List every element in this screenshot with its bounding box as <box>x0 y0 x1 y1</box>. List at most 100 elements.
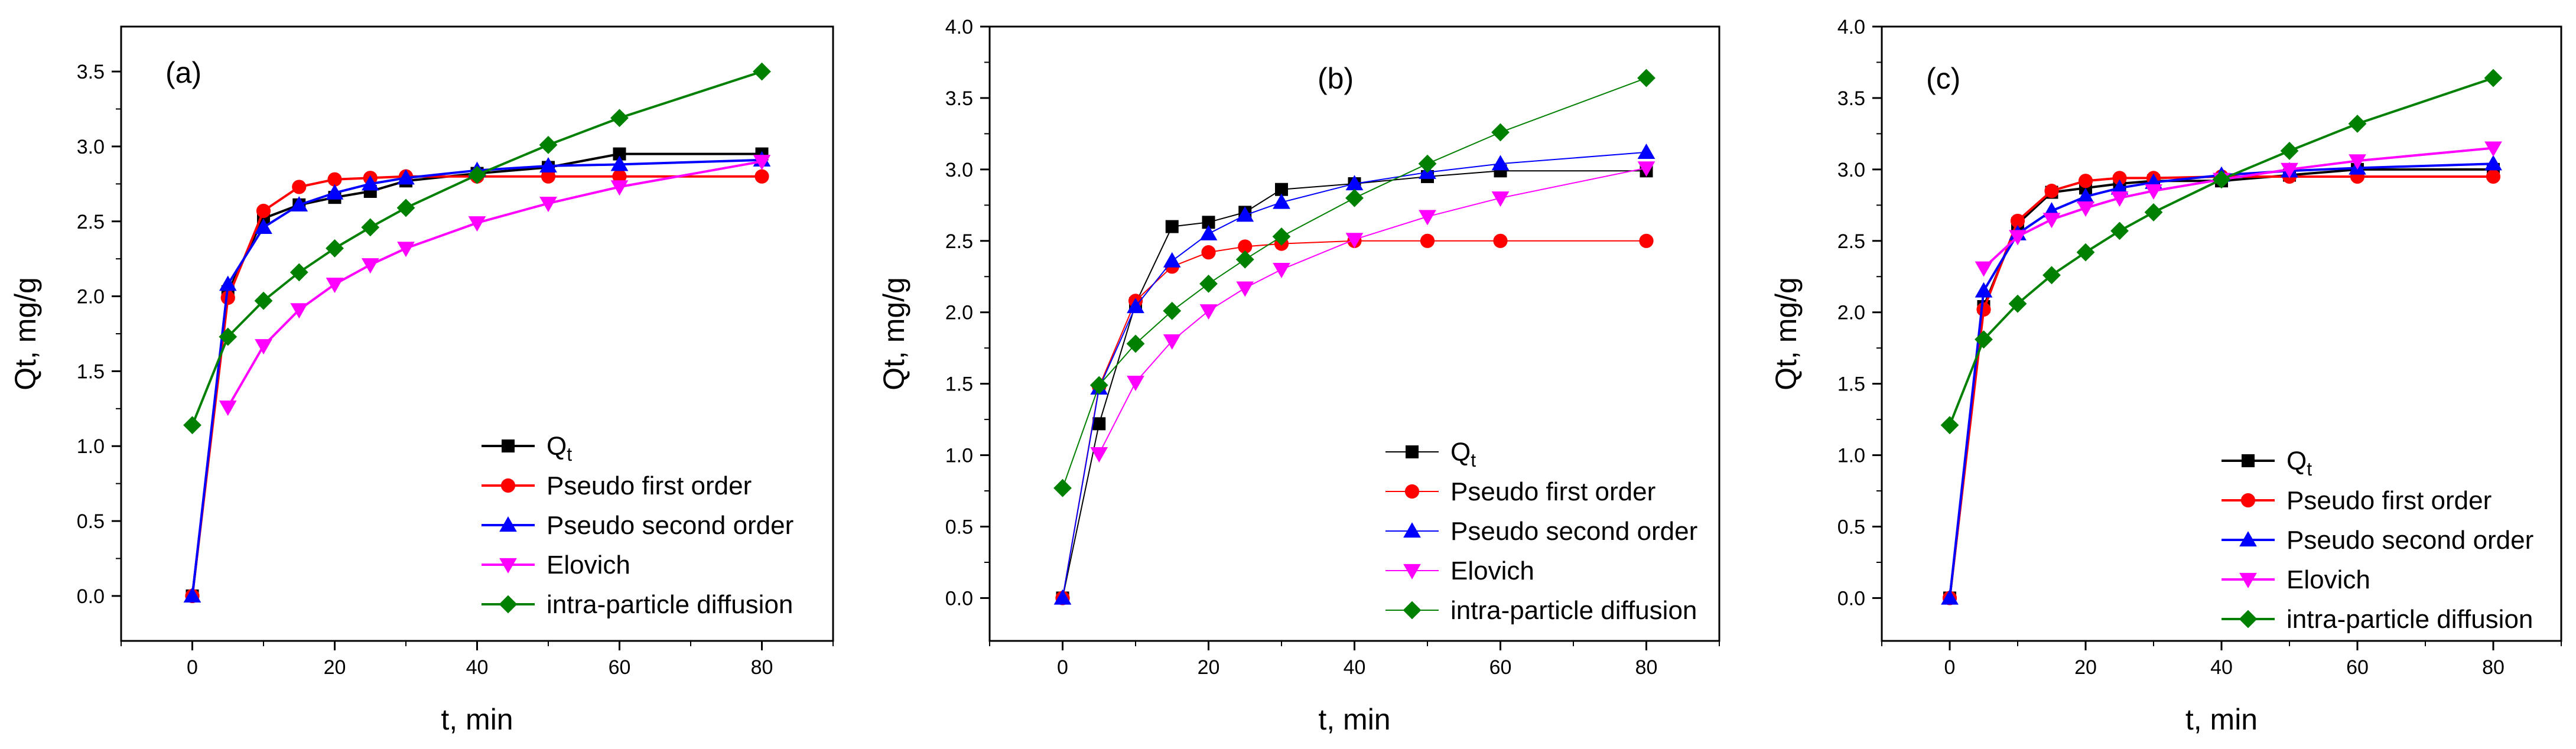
y-tick-label: 3.5 <box>945 87 973 110</box>
legend: Qt Pseudo first order Pseudo second order E… <box>1385 438 1697 625</box>
data-point <box>1637 161 1655 177</box>
legend-item-pseudo-first-order: Pseudo first order <box>2222 486 2492 515</box>
data-point <box>1199 274 1218 293</box>
data-point <box>754 169 769 184</box>
series-line <box>1098 167 1647 454</box>
data-point <box>1199 304 1218 320</box>
data-point <box>1165 220 1179 233</box>
legend-item-intra-particle-diffusion: intra-particle diffusion <box>482 590 793 619</box>
data-point <box>1238 239 1253 254</box>
y-tick-label: 3.0 <box>1837 159 1865 181</box>
data-point <box>255 219 272 235</box>
x-tick-label: 20 <box>2074 656 2097 679</box>
legend-item-qt: Qt <box>482 432 572 465</box>
data-point <box>1975 261 1993 277</box>
data-point <box>361 258 379 274</box>
data-point <box>1199 224 1218 240</box>
legend-label: Elovich <box>547 551 630 579</box>
series-intra-particle-diffusion <box>1940 69 2503 435</box>
legend-item-elovich: Elovich <box>482 551 630 579</box>
data-point <box>254 291 273 310</box>
y-tick-label: 1.5 <box>77 360 105 383</box>
y-tick-label: 2.5 <box>945 230 973 253</box>
data-point <box>396 198 415 217</box>
data-point <box>1275 183 1288 196</box>
x-tick-label: 20 <box>324 656 346 679</box>
y-tick-label: 0.5 <box>945 516 973 539</box>
legend-item-intra-particle-diffusion: intra-particle diffusion <box>1385 596 1697 625</box>
y-tick-label: 2.0 <box>1837 302 1865 324</box>
data-point <box>468 165 486 184</box>
data-point <box>2212 170 2231 189</box>
x-tick-label: 60 <box>2346 656 2369 679</box>
data-point <box>1493 233 1508 248</box>
legend-marker <box>499 558 517 574</box>
data-point <box>1127 376 1144 392</box>
data-point <box>1092 417 1106 431</box>
x-tick-label: 40 <box>2210 656 2233 679</box>
data-point <box>397 169 415 185</box>
legend-marker <box>2239 531 2257 547</box>
y-axis-title: Qt, mg/g <box>1770 277 1803 390</box>
data-point <box>2076 243 2095 262</box>
x-axis-title: t, min <box>2185 703 2258 736</box>
x-tick-label: 80 <box>2482 656 2505 679</box>
x-axis-title: t, min <box>1318 703 1390 736</box>
data-point <box>219 400 237 416</box>
data-point <box>610 180 629 196</box>
data-point <box>1491 191 1510 207</box>
y-tick-label: 1.5 <box>945 373 973 396</box>
panel-label: (c) <box>1926 62 1960 95</box>
data-point <box>2042 266 2061 285</box>
legend-label: Elovich <box>2286 565 2370 594</box>
data-point <box>326 239 344 258</box>
y-tick-label: 0.0 <box>945 587 973 610</box>
data-point <box>1272 227 1291 246</box>
data-point <box>2486 169 2501 184</box>
y-tick-label: 4.0 <box>1837 16 1865 38</box>
series-line <box>1983 146 2494 269</box>
legend-label: Pseudo first order <box>1450 477 1655 506</box>
data-point <box>1345 233 1364 249</box>
legend-marker <box>2242 454 2255 467</box>
data-point <box>219 275 237 291</box>
legend-item-pseudo-first-order: Pseudo first order <box>482 471 752 500</box>
data-point <box>361 218 380 237</box>
data-point <box>2077 187 2094 203</box>
series-pseudo-second-order <box>183 151 771 603</box>
legend-item-pseudo-second-order: Pseudo second order <box>2222 526 2533 555</box>
legend-marker <box>1403 522 1421 538</box>
data-point <box>2044 184 2059 198</box>
data-point <box>1236 206 1254 222</box>
legend-label: Pseudo second order <box>547 511 793 540</box>
data-point <box>2144 203 2163 222</box>
data-point <box>2484 141 2502 157</box>
legend-marker <box>2240 493 2256 508</box>
data-point <box>326 278 344 294</box>
x-tick-label: 80 <box>1635 656 1658 679</box>
y-tick-label: 4.0 <box>945 16 973 38</box>
data-point <box>612 169 627 184</box>
data-point <box>1345 175 1364 191</box>
data-point <box>2010 213 2025 229</box>
legend-item-pseudo-second-order: Pseudo second order <box>482 511 793 540</box>
series-line <box>227 160 762 408</box>
data-point <box>1940 416 1959 435</box>
data-point <box>255 339 272 355</box>
data-point <box>1941 589 1959 605</box>
legend-marker <box>1406 445 1419 458</box>
x-tick-label: 80 <box>751 656 773 679</box>
legend: Qt Pseudo first order Pseudo second order E… <box>2222 447 2533 634</box>
data-point <box>610 109 629 128</box>
legend-label: intra-particle diffusion <box>2286 605 2533 634</box>
data-point <box>2280 142 2299 160</box>
y-tick-label: 0.0 <box>1837 587 1865 610</box>
legend-marker <box>502 439 515 452</box>
y-tick-label: 3.5 <box>77 61 105 83</box>
data-point <box>1236 281 1254 297</box>
data-point <box>539 157 557 173</box>
x-tick-label: 0 <box>1057 656 1068 679</box>
panel-b: 0 20 40 60 80 0.0 0.5 1.0 1.5 2.0 2.5 3.0 3.5 4.0 t, m… <box>877 16 1720 736</box>
y-tick-label: 1.0 <box>1837 445 1865 467</box>
